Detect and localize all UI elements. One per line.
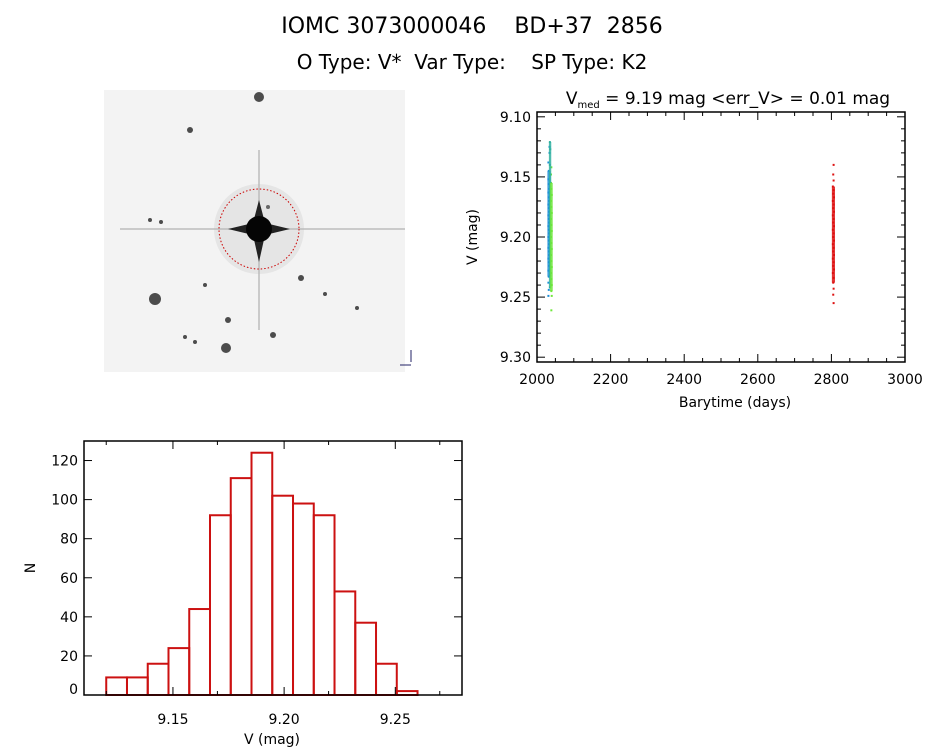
star — [203, 283, 207, 287]
data-point — [547, 281, 550, 284]
histogram-bar — [188, 608, 211, 696]
histogram-plot: V (mag) N 0 20 40 60 80 100 120 9.15 9.20 9.25 — [23, 440, 463, 747]
star — [254, 92, 264, 102]
y-tick-label: 0 — [69, 682, 78, 698]
star — [298, 275, 304, 281]
data-point — [547, 294, 550, 297]
y-tick-label: 9.30 — [500, 350, 531, 366]
histogram-bar — [229, 477, 253, 696]
star — [187, 127, 193, 133]
data-point-cluster — [831, 186, 835, 283]
data-point — [547, 161, 550, 164]
y-tick-label: 9.15 — [500, 170, 531, 186]
star — [225, 317, 231, 323]
x-tick-label: 9.25 — [380, 712, 411, 728]
y-tick-label: 120 — [51, 454, 78, 470]
data-point — [550, 294, 553, 297]
y-axis-label: V (mag) — [465, 209, 481, 265]
histogram-bar — [375, 662, 398, 697]
target-star — [246, 216, 272, 242]
aperture-circle — [218, 188, 300, 270]
data-point — [832, 163, 835, 166]
data-point — [550, 309, 553, 312]
histogram-bar — [354, 621, 378, 697]
histogram-bar — [209, 514, 232, 696]
data-point — [832, 173, 835, 176]
data-point — [547, 288, 550, 291]
y-tick-label: 80 — [60, 532, 78, 548]
star — [183, 335, 187, 339]
histogram-bar — [105, 676, 128, 697]
star — [148, 218, 152, 222]
star — [159, 220, 163, 224]
histogram-bar — [312, 514, 336, 696]
histogram-bar — [146, 662, 170, 697]
star — [221, 343, 231, 353]
histogram-bar — [167, 647, 191, 696]
x-tick-label: 2000 — [519, 372, 555, 388]
light-curve-title: Vmed = 9.19 mag <err_V> = 0.01 mag — [566, 89, 890, 111]
y-tick-label: 9.10 — [500, 110, 531, 126]
x-tick-label: 3000 — [887, 372, 923, 388]
histogram-bar — [333, 590, 357, 697]
star — [266, 205, 270, 209]
star — [193, 340, 197, 344]
histogram-bar — [271, 494, 295, 697]
star — [270, 332, 276, 338]
y-tick-label: 100 — [51, 493, 78, 509]
y-tick-label: 40 — [60, 610, 78, 626]
y-axis-label: N — [23, 563, 39, 573]
data-point-cluster — [549, 182, 553, 292]
data-point — [832, 302, 835, 305]
data-point — [832, 293, 835, 296]
x-axis-label: V (mag) — [244, 732, 300, 747]
plot-frame — [83, 440, 463, 696]
data-point — [832, 287, 835, 290]
histogram-bar — [292, 502, 315, 696]
x-tick-label: 2600 — [740, 372, 776, 388]
plot-frame — [536, 111, 906, 363]
chart-title: IOMC 3073000046 BD+37 2856 — [281, 14, 663, 39]
star — [323, 292, 327, 296]
star — [355, 306, 359, 310]
data-point — [832, 179, 835, 182]
light-curve-plot: Vmed = 9.19 mag <err_V> = 0.01 mag Baryt… — [465, 89, 923, 411]
y-tick-label: 9.20 — [500, 230, 531, 246]
star — [149, 293, 161, 305]
y-tick-label: 60 — [60, 571, 78, 587]
x-tick-label: 2800 — [814, 372, 850, 388]
y-tick-label: 9.25 — [500, 290, 531, 306]
x-tick-label: 9.15 — [157, 712, 188, 728]
x-axis-label: Barytime (days) — [679, 395, 791, 411]
x-tick-label: 2400 — [666, 372, 702, 388]
x-tick-label: 2200 — [593, 372, 629, 388]
finder-image — [104, 90, 412, 372]
chart-subtitle: O Type: V* Var Type: SP Type: K2 — [296, 50, 648, 74]
data-point — [550, 166, 553, 169]
y-tick-label: 20 — [60, 649, 78, 665]
histogram-bar — [250, 451, 274, 696]
x-tick-label: 9.20 — [269, 712, 300, 728]
histogram-bar — [125, 676, 149, 697]
